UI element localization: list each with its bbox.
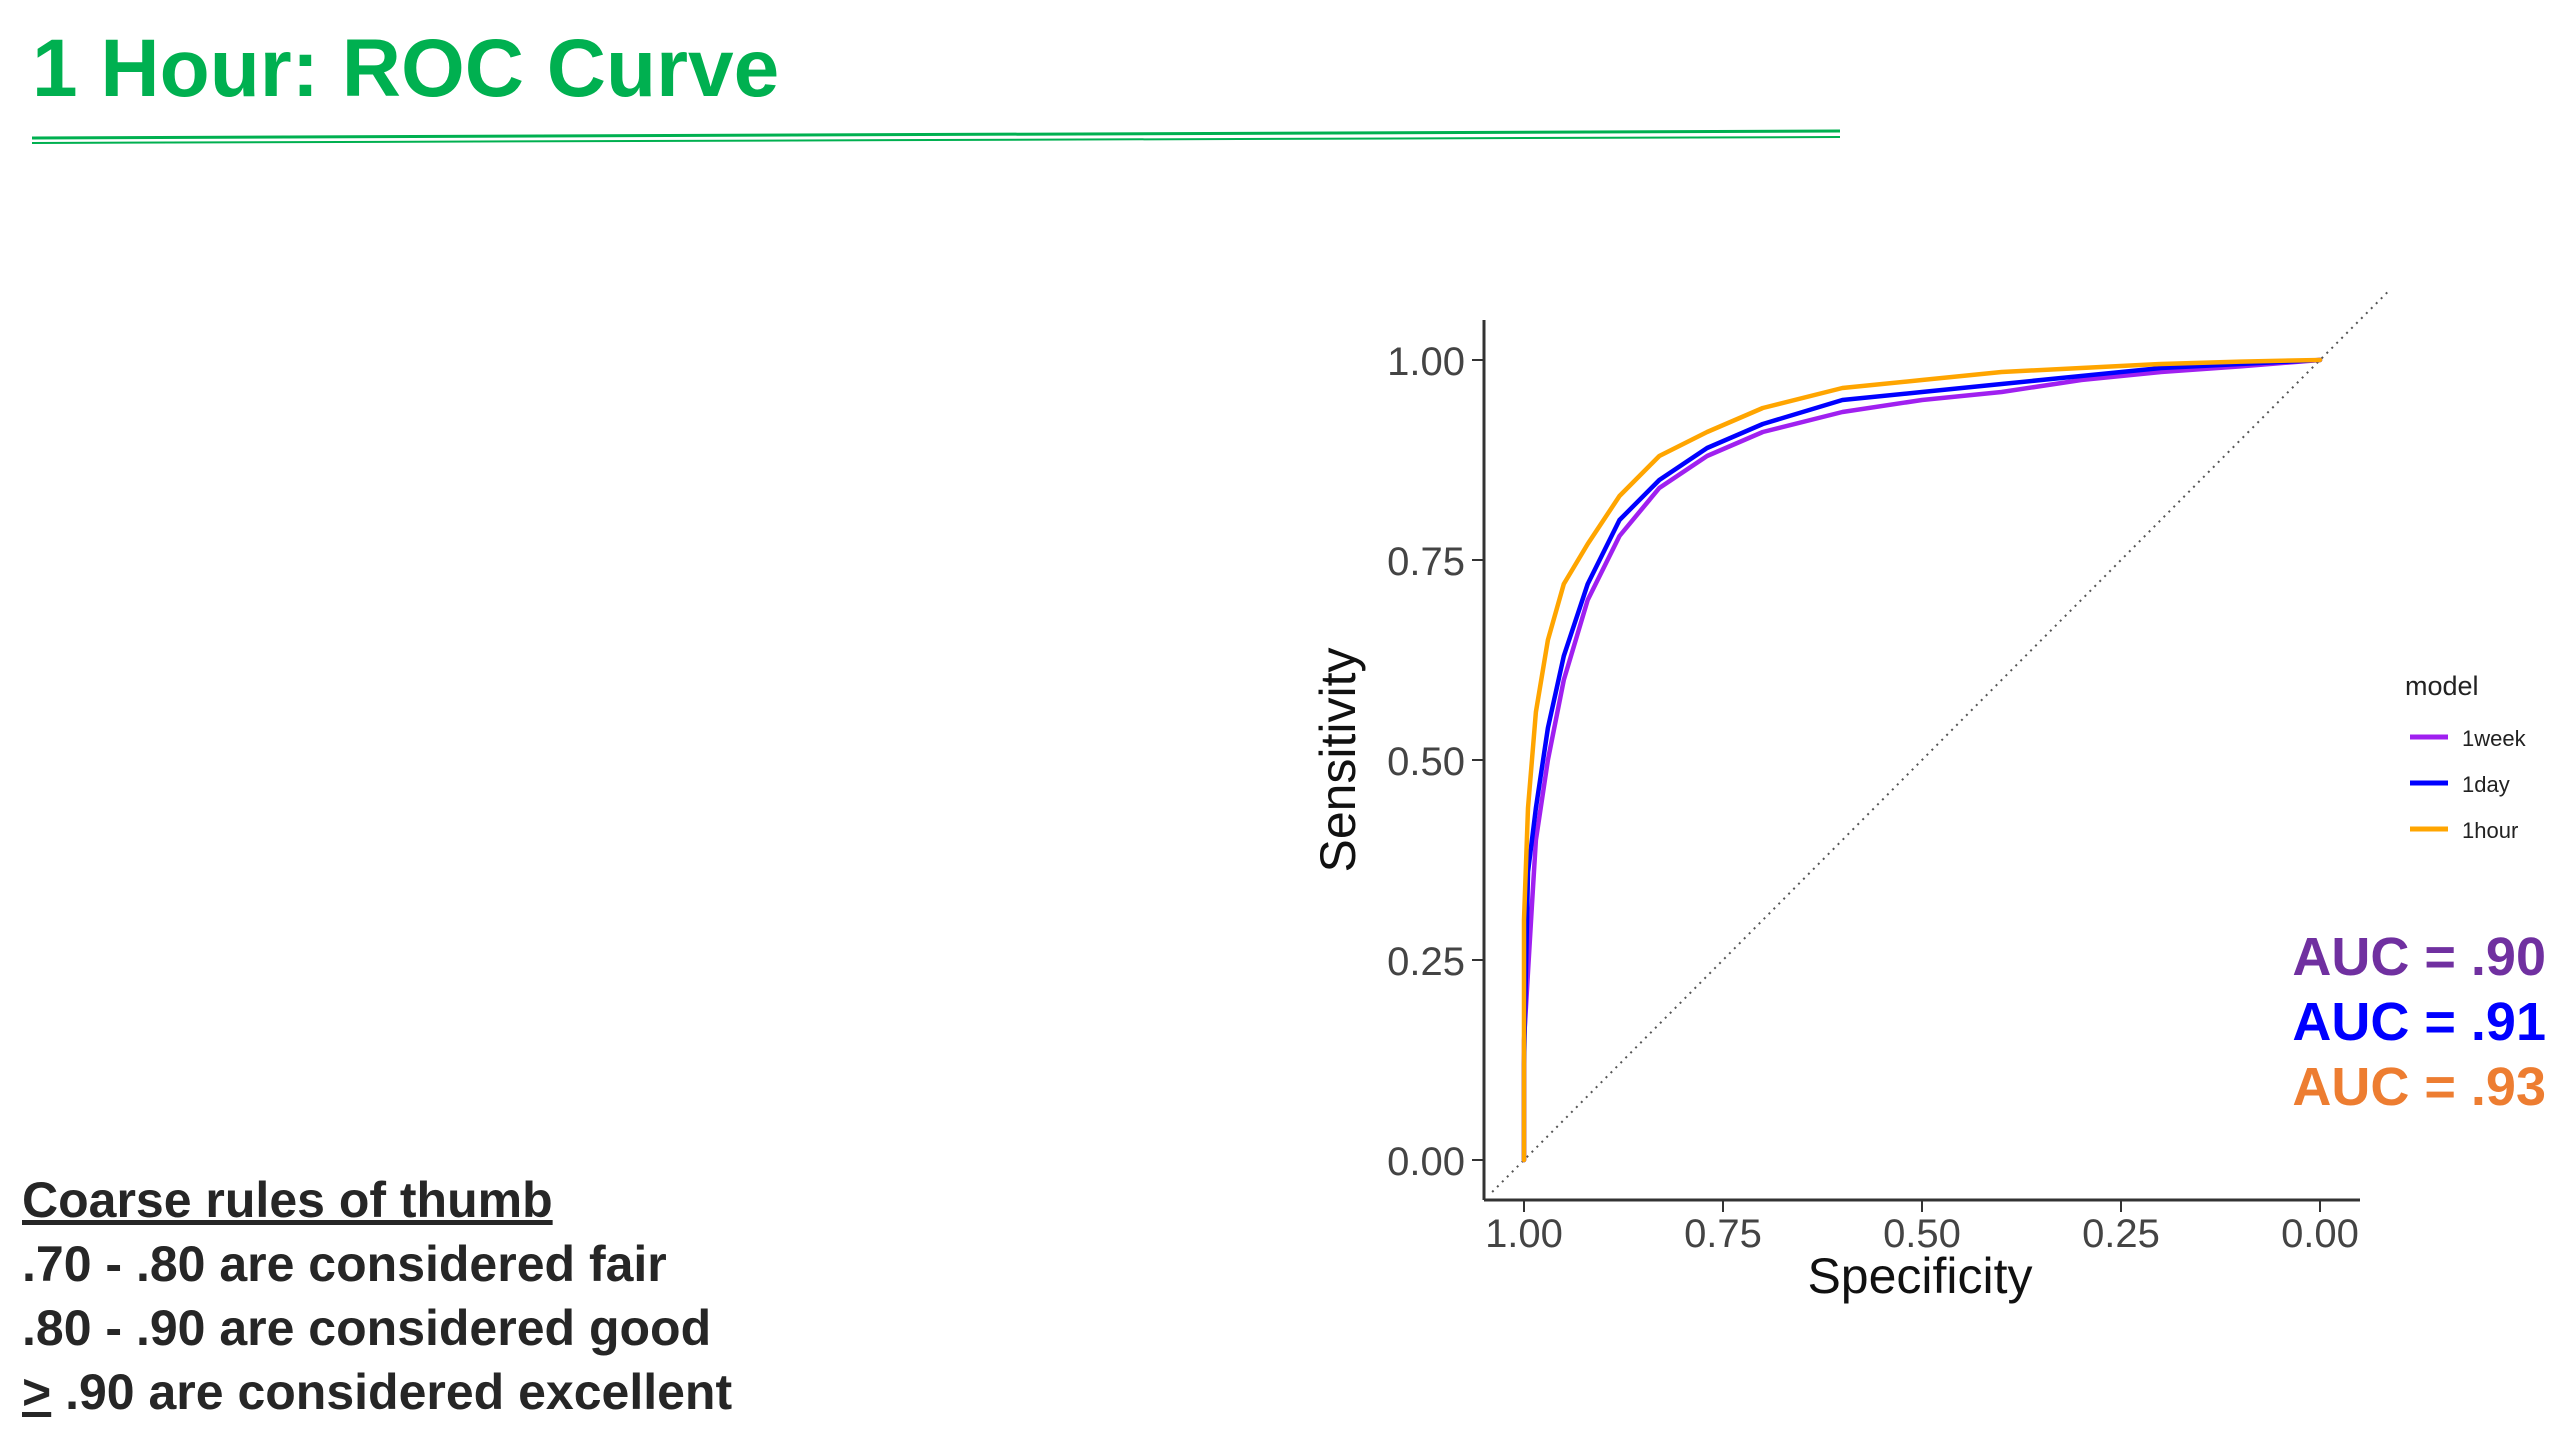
y-ticks: 0.00 0.25 0.50 0.75 1.00	[1387, 340, 1484, 1184]
x-tick-label: 0.75	[1684, 1212, 1762, 1256]
x-tick-label: 0.25	[2082, 1212, 2160, 1256]
roc-chart-svg: 0.000.250.500.751.00 1.00 0.75 0.50 0.25 0.0…	[1310, 290, 2527, 1304]
rule-fair: .70 - .80 are considered fair	[22, 1236, 667, 1292]
legend-label-1day: 1day	[2462, 772, 2510, 797]
roc-chart: 0.00 0.25 0.50 0.75 1.00 1.00 0.75 0.50 0.25 0.0…	[1300, 290, 2560, 1350]
y-tick-label: 0.50	[1387, 740, 1465, 784]
rule-excellent-text: .90 are considered excellent	[51, 1364, 733, 1420]
legend-title: model	[2405, 671, 2479, 701]
title-divider-line-top	[32, 129, 1840, 140]
rules-of-thumb: Coarse rules of thumb .70 - .80 are cons…	[22, 1168, 732, 1424]
auc-summary: AUC = .90 AUC = .91 AUC = .93	[2292, 925, 2546, 1120]
y-axis-label: Sensitivity	[1310, 647, 1366, 872]
y-tick-label: 0.00	[1387, 1140, 1465, 1184]
auc-1day: AUC = .91	[2292, 992, 2546, 1052]
x-axis-label: Specificity	[1807, 1248, 2032, 1304]
y-tick-label: 0.25	[1387, 940, 1465, 984]
y-tick-label: 1.00	[1387, 340, 1465, 384]
x-tick-label: 1.00	[1485, 1212, 1563, 1256]
reference-diagonal	[1491, 290, 2392, 1193]
rule-excellent: > .90 are considered excellent	[22, 1360, 732, 1424]
slide-title: 1 Hour: ROC Curve	[32, 23, 780, 114]
title-divider-line-bottom	[32, 136, 1840, 144]
rule-excellent-symbol: >	[22, 1364, 52, 1420]
series-line-1hour	[1521, 357, 2323, 1163]
x-tick-label: 0.00	[2281, 1212, 2359, 1256]
rules-heading: Coarse rules of thumb	[22, 1172, 553, 1228]
series-lines	[1521, 357, 2323, 1163]
chart-legend: model 1week 1day 1hour	[2405, 671, 2527, 843]
x-ticks: 1.00 0.75 0.50 0.25 0.00	[1485, 1200, 2359, 1256]
auc-1week: AUC = .90	[2292, 927, 2546, 987]
x-tick-label: 0.50	[1883, 1212, 1961, 1256]
auc-1hour: AUC = .93	[2292, 1057, 2546, 1117]
legend-label-1hour: 1hour	[2462, 818, 2518, 843]
rule-good: .80 - .90 are considered good	[22, 1300, 712, 1356]
reference-diagonal-group	[1491, 290, 2392, 1193]
title-divider	[32, 129, 1840, 144]
series-line-1week	[1521, 357, 2323, 1163]
series-line-1day	[1521, 357, 2323, 1163]
y-tick-label: 0.75	[1387, 540, 1465, 584]
legend-label-1week: 1week	[2462, 726, 2527, 751]
